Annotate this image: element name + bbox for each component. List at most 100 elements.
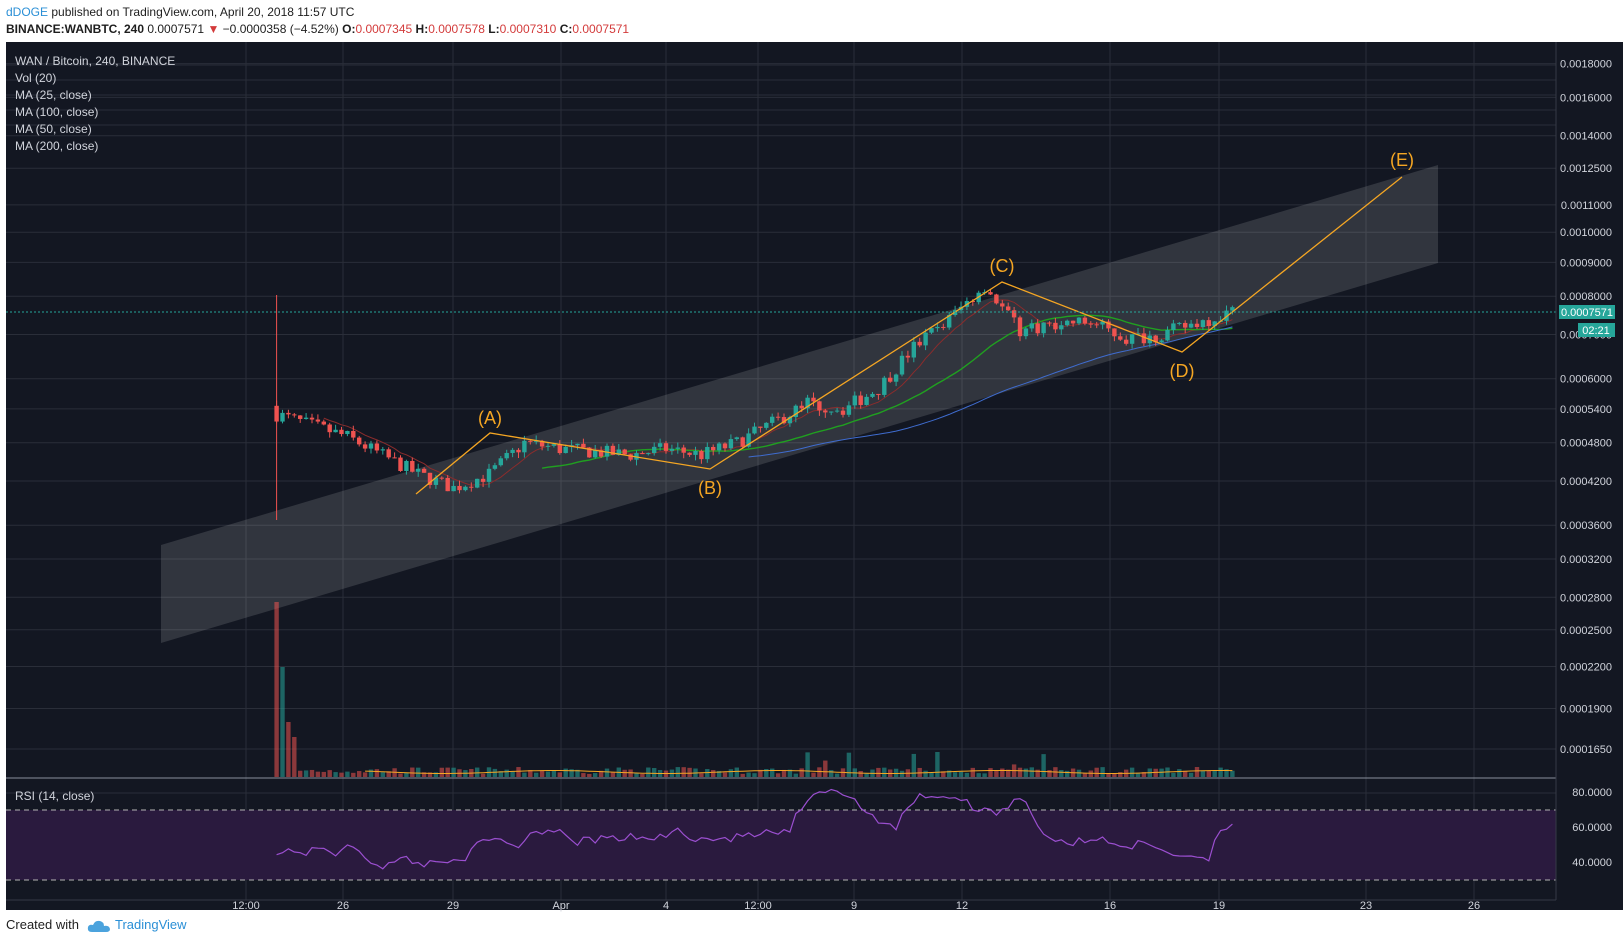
volume-bar <box>1177 769 1182 777</box>
candle-body <box>929 328 934 333</box>
volume-bar <box>622 769 627 777</box>
volume-bar <box>427 772 433 777</box>
volume-bar <box>770 768 775 777</box>
volume-bar <box>882 767 887 777</box>
volume-bar <box>864 773 869 777</box>
candle-body <box>1011 310 1017 318</box>
volume-bar <box>876 767 881 777</box>
candle-body <box>864 396 869 405</box>
volume-bar <box>274 602 279 777</box>
low-label: L: <box>488 22 500 36</box>
candle-body <box>705 446 710 460</box>
down-arrow-icon: ▼ <box>207 22 220 36</box>
legend-item: WAN / Bitcoin, 240, BINANCE <box>15 54 175 68</box>
volume-bar <box>764 768 769 777</box>
volume-bar <box>357 771 362 777</box>
volume-bar <box>811 772 816 777</box>
candle-body <box>1118 336 1123 340</box>
wave-labels: (A) (B) (C) (D) (E) <box>478 150 1414 498</box>
wave-label: (B) <box>698 478 722 498</box>
grid-lines <box>6 42 1556 900</box>
candle-body <box>1177 322 1182 324</box>
candle-body <box>852 395 857 406</box>
candle-body <box>646 453 651 455</box>
volume-bar <box>1200 770 1206 777</box>
candle-body <box>746 433 751 447</box>
candle-body <box>652 446 657 454</box>
candle-body <box>716 443 722 451</box>
volume-bar <box>345 771 350 777</box>
volume-bar <box>734 767 739 777</box>
candle-body <box>486 468 492 482</box>
volume-bar <box>1159 768 1164 777</box>
time-tick-label: Apr <box>552 900 569 912</box>
rsi-band <box>6 810 1556 880</box>
candle-body <box>1106 321 1111 329</box>
volume-bar <box>846 752 852 777</box>
volume-bar <box>309 769 315 777</box>
moving-average-line <box>748 326 1233 458</box>
candle-body <box>829 411 834 413</box>
price-tick-label: 0.0014000 <box>1560 131 1612 143</box>
candle-body <box>917 341 922 346</box>
volume-bar <box>534 772 539 777</box>
price-axis-background <box>1556 42 1623 910</box>
volume-bar <box>775 773 781 777</box>
candle-body <box>410 460 415 472</box>
candle-body <box>687 452 692 455</box>
volume-bar <box>964 772 970 777</box>
volume-bar <box>522 772 527 777</box>
time-tick-label: 4 <box>663 900 669 912</box>
volume-bar <box>911 753 916 777</box>
candle-body <box>988 292 993 295</box>
candle-body <box>846 405 852 415</box>
open-value: 0.0007345 <box>355 22 413 36</box>
volume-bar <box>504 769 509 777</box>
candle-body <box>805 397 810 409</box>
candle-body <box>593 450 598 458</box>
symbol-name: BINANCE:WANBTC, 240 <box>6 22 145 36</box>
candle-body <box>610 445 616 455</box>
candle-body <box>1047 322 1052 324</box>
volume-bar <box>941 771 946 777</box>
candle-body <box>516 449 521 453</box>
rsi-tick-label: 40.0000 <box>1572 857 1612 869</box>
volume-bar <box>1224 769 1229 777</box>
volume-bar <box>386 771 391 777</box>
volume-bar <box>722 772 728 777</box>
candle-body <box>1194 323 1200 328</box>
candle-body <box>1017 317 1023 337</box>
moving-average-line <box>541 314 1233 469</box>
author-link[interactable]: dDOGE <box>6 5 49 19</box>
price-tick-label: 0.0003600 <box>1560 520 1612 532</box>
volume-bar <box>416 767 421 777</box>
volume-bar <box>404 772 409 777</box>
candle-body <box>575 443 580 446</box>
price-tick-label: 0.0001650 <box>1560 744 1612 756</box>
candle-body <box>1230 307 1235 311</box>
volume-bar <box>303 770 309 777</box>
volume-bar <box>539 770 545 777</box>
candle-body <box>752 426 757 434</box>
candle-body <box>834 410 840 412</box>
candle-body <box>640 453 645 455</box>
candle-body <box>1129 334 1135 344</box>
candle-body <box>734 437 739 440</box>
tradingview-link[interactable]: TradingView <box>114 917 187 932</box>
candle-body <box>1023 328 1029 337</box>
candle-body <box>1153 335 1158 343</box>
candle-body <box>758 426 763 428</box>
volume-bar <box>640 773 645 777</box>
candle-body <box>799 405 804 409</box>
volume-bar <box>947 770 952 777</box>
volume-bar <box>740 773 745 777</box>
volume-bar <box>823 760 828 777</box>
candle-body <box>439 477 444 479</box>
price-tick-label: 0.0010000 <box>1560 227 1612 239</box>
candle-body <box>1082 317 1088 324</box>
volume-bar <box>1188 772 1194 777</box>
candle-body <box>699 450 704 460</box>
candle-body <box>711 446 716 451</box>
rsi-line <box>276 788 1233 870</box>
